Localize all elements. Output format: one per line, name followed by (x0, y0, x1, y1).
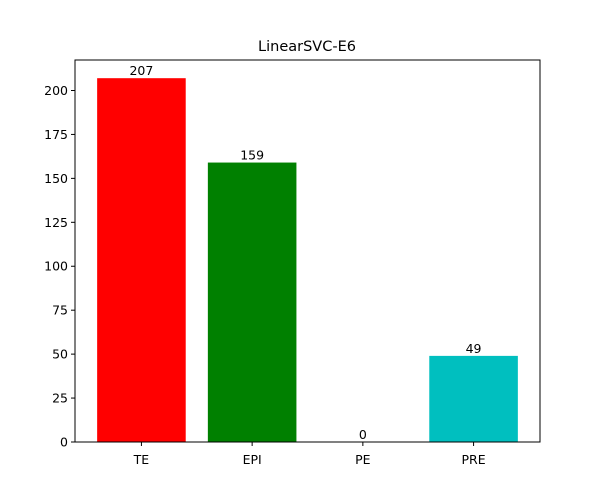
y-tick-label: 25 (52, 391, 68, 406)
bar-value-label: 49 (466, 341, 482, 356)
y-tick-label: 125 (44, 215, 68, 230)
bar-pre (429, 355, 518, 442)
plot-frame (74, 59, 541, 443)
x-tick-label: PE (355, 452, 371, 467)
chart-title: LinearSVC-E6 (258, 39, 356, 55)
bars (97, 78, 518, 442)
bar-value-label: 0 (359, 427, 367, 442)
y-tick-label: 200 (44, 83, 68, 98)
bar-value-label: 207 (129, 63, 153, 78)
y-tick-label: 150 (44, 171, 68, 186)
y-tick-label: 50 (52, 347, 68, 362)
y-axis: 0 25 50 75 100 125 150 175 200 (44, 83, 75, 450)
y-tick-label: 0 (60, 435, 68, 450)
bar-te (97, 78, 186, 442)
bar-epi (207, 162, 297, 442)
x-tick-label: TE (133, 452, 150, 467)
bar-value-label: 159 (240, 148, 264, 163)
x-tick-label: EPI (243, 452, 262, 467)
bar-labels: 207 159 0 49 (129, 63, 481, 442)
y-tick-label: 175 (44, 127, 68, 142)
x-axis: TE EPI PE PRE (133, 442, 486, 467)
x-tick-label: PRE (462, 452, 486, 467)
y-tick-label: 100 (44, 259, 68, 274)
y-tick-label: 75 (52, 303, 68, 318)
